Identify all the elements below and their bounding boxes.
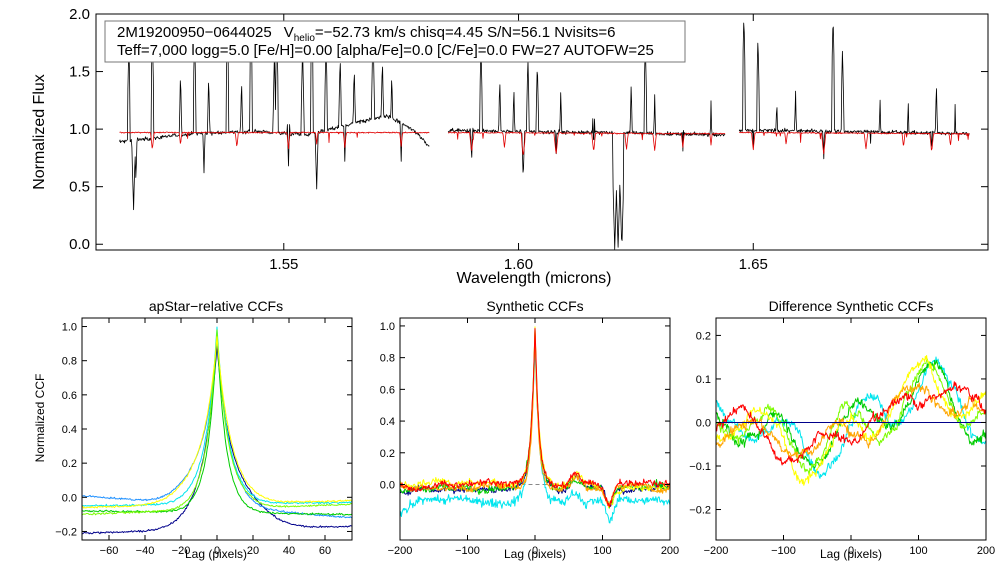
y-tick-label: 0.0 [62,492,77,504]
synthetic-ccf-line-visit-6 [399,328,671,507]
x-tick-label: 0 [848,545,854,557]
ccf-line-visit-3 [81,326,352,508]
model-spectrum-line [738,131,970,155]
spectrum-xlabel: Wavelength (microns) [456,270,611,287]
difference-ccf-title: Difference Synthetic CCFs [769,298,934,314]
info-line-2: Teff=7,000 logg=5.0 [Fe/H]=0.00 [alpha/F… [117,42,654,59]
y-tick-label: 2.0 [69,6,90,23]
x-tick-label: 0 [214,545,220,557]
synthetic-ccf-xlabel: Lag (pixels) [504,547,566,561]
observed-spectrum-line [738,22,970,160]
spectrum-ylabel: Normalized Flux [31,74,48,190]
y-tick-label: 0.6 [380,384,395,396]
y-tick-label: 0.4 [380,416,395,428]
synthetic-ccf-line-visit-2 [399,345,671,524]
y-tick-label: 1.5 [69,64,90,81]
y-tick-label: 0.6 [62,390,77,402]
model-spectrum-line [447,131,726,155]
spectrum-lines [119,22,970,250]
difference-ccf-lines [715,355,987,486]
ccf-line-visit-1 [81,345,352,535]
observed-spectrum-line [447,45,726,250]
y-tick-label: 1.0 [380,321,395,333]
y-tick-label: 0.0 [696,417,711,429]
apstar-ccf-xlabel: Lag (pixels) [185,547,247,561]
apstar-ccf-panel: −60 −40 −20 0 20 40 60 −0.2 0.0 0.2 0.4 0.6 0.8 1.0 a… [33,298,353,561]
y-tick-label: 1.0 [69,121,90,138]
x-tick-label: 60 [319,545,331,557]
y-tick-label: 0.1 [696,374,711,386]
y-tick-label: 0.8 [380,353,395,365]
spectrum-ticks: 1.55 1.60 1.65 0.0 0.5 1.0 1.5 2.0 [69,6,988,273]
apstar-ccf-ticks: −60 −40 −20 0 20 40 60 −0.2 0.0 0.2 0.4 0.6 0.8 1.0 [55,318,352,557]
model-spectrum-line [119,131,430,150]
difference-ccf-line-visit-3 [715,358,987,476]
apstar-ccf-ylabel: Normalized CCF [33,374,47,463]
y-tick-label: −0.1 [689,461,711,473]
y-tick-label: −0.2 [55,526,77,538]
y-tick-label: 0.2 [62,458,77,470]
y-tick-label: 1.0 [62,322,77,334]
synthetic-ccf-ticks: −200 −100 0 100 200 0.0 0.2 0.4 0.6 0.8 1.0 [380,318,679,557]
x-tick-label: −100 [771,545,796,557]
x-tick-label: 0 [532,545,538,557]
y-tick-label: −0.2 [689,505,711,517]
x-tick-label: 1.55 [269,256,298,273]
x-tick-label: −40 [136,545,155,557]
ccf-line-visit-4 [81,331,353,516]
x-tick-label: −200 [388,545,413,557]
y-tick-label: 0.2 [380,448,395,460]
x-tick-label: 200 [661,545,679,557]
difference-ccf-ticks: −200 −100 0 100 200 −0.2 −0.1 0.0 0.1 0.2 [689,318,995,557]
vhelio-subscript: helio [294,33,316,44]
ccf-line-visit-6 [81,336,353,509]
synthetic-ccf-panel: −200 −100 0 100 200 0.0 0.2 0.4 0.6 0.8 1.0 Synthe… [380,298,679,561]
x-tick-label: 1.60 [504,256,533,273]
x-tick-label: 200 [977,545,995,557]
spectrum-panel: 1.55 1.60 1.65 0.0 0.5 1.0 1.5 2.0 2M19200950−0… [31,6,989,287]
x-tick-label: −100 [455,545,480,557]
apstar-ccf-title: apStar−relative CCFs [149,298,283,314]
x-tick-label: −20 [172,545,191,557]
y-tick-label: 0.8 [62,356,77,368]
synthetic-ccf-lines [399,326,671,524]
difference-ccf-panel: −200 −100 0 100 200 −0.2 −0.1 0.0 0.1 0.2 Differe… [689,298,995,561]
spectrum-axes-frame [95,13,989,251]
info-box [104,20,686,63]
x-tick-label: 20 [247,545,259,557]
difference-ccf-line-visit-6 [715,381,987,466]
difference-ccf-xlabel: Lag (pixels) [820,547,882,561]
star-id: 2M19200950−0644025 [117,24,272,41]
difference-ccf-line-visit-5 [715,382,987,460]
x-tick-label: 100 [909,545,927,557]
x-tick-label: −200 [704,545,729,557]
x-tick-label: 40 [283,545,295,557]
y-tick-label: 0.0 [380,480,395,492]
difference-ccf-axes-frame [715,317,987,541]
vhelio-label: V [284,24,294,41]
ccf-line-visit-2 [81,337,352,519]
info-line-1: 2M19200950−0644025 Vhelio=−52.73 km/s chi… [117,24,615,44]
synthetic-ccf-title: Synthetic CCFs [486,298,583,314]
x-tick-label: 100 [593,545,611,557]
y-tick-label: 0.0 [69,236,90,253]
x-tick-label: 1.65 [739,256,768,273]
y-tick-label: 0.4 [62,424,77,436]
info-line-1-rest: =−52.73 km/s chisq=4.45 S/N=56.1 Nvisits… [315,24,616,41]
ccf-line-visit-5 [81,329,353,516]
y-tick-label: 0.2 [696,330,711,342]
x-tick-label: −60 [100,545,119,557]
apstar-ccf-lines [81,326,353,535]
y-tick-label: 0.5 [69,179,90,196]
